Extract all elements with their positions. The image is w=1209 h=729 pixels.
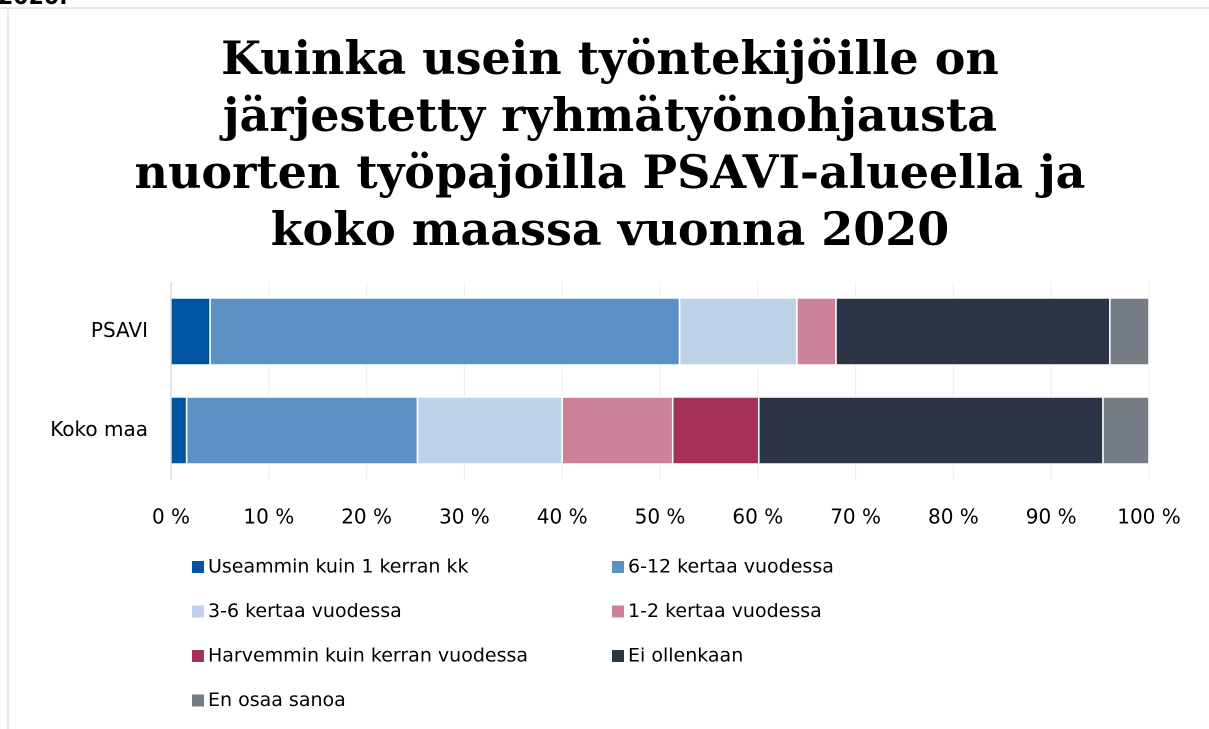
chart-title: Kuinka usein työntekijöille on — [221, 31, 999, 85]
bar-segment — [170, 396, 188, 465]
bar-segment — [758, 396, 1104, 465]
legend-swatch — [612, 605, 624, 618]
legend-label: 1-2 kertaa vuodessa — [628, 600, 822, 622]
bar-segment — [1102, 396, 1150, 465]
legend-label: Harvemmin kuin kerran vuodessa — [208, 645, 528, 667]
x-tick-label: 100 % — [1117, 505, 1181, 529]
legend-label: 3-6 kertaa vuodessa — [208, 600, 402, 622]
bar-segment — [835, 297, 1111, 366]
legend-label: Useammin kuin 1 kerran kk — [208, 556, 469, 578]
x-tick-label: 0 % — [152, 505, 190, 529]
bar-segment — [1109, 297, 1150, 366]
page-header: 2020. — [0, 0, 68, 10]
bar-segment — [209, 297, 681, 366]
x-tick-label: 80 % — [928, 505, 979, 529]
legend-swatch — [192, 694, 204, 707]
bar-segment — [671, 396, 760, 465]
x-tick-label: 30 % — [439, 505, 490, 529]
x-tick-label: 90 % — [1026, 505, 1077, 529]
x-tick-label: 10 % — [243, 505, 294, 529]
legend-swatch — [612, 561, 624, 573]
legend-swatch — [192, 650, 204, 662]
bar-segment — [678, 297, 798, 366]
x-tick-label: 20 % — [341, 505, 392, 529]
y-tick-label: Koko maa — [50, 417, 148, 441]
y-tick-label: PSAVI — [91, 318, 148, 342]
bar-segment — [561, 396, 674, 465]
legend-label: En osaa sanoa — [208, 689, 346, 711]
chart-title: koko maassa vuonna 2020 — [271, 202, 950, 256]
bar-segment — [416, 396, 563, 465]
legend-label: Ei ollenkaan — [628, 645, 743, 667]
legend-swatch — [192, 561, 204, 573]
bar-segment — [170, 297, 211, 366]
legend-swatch — [612, 650, 624, 662]
x-tick-label: 60 % — [732, 505, 783, 529]
x-tick-label: 50 % — [635, 505, 686, 529]
legend-swatch — [192, 605, 204, 618]
x-tick-label: 40 % — [537, 505, 588, 529]
x-tick-label: 70 % — [830, 505, 881, 529]
bar-segment — [185, 396, 419, 465]
legend-label: 6-12 kertaa vuodessa — [628, 556, 834, 578]
bar-segment — [796, 297, 837, 366]
chart-title: nuorten työpajoilla PSAVI-alueella ja — [135, 145, 1086, 199]
chart-title: järjestetty ryhmätyönohjausta — [219, 88, 997, 142]
